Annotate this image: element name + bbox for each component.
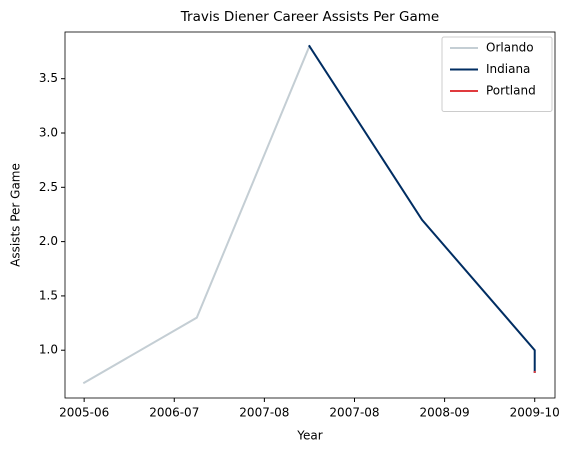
x-axis-label: Year [296,429,322,443]
x-tick-label: 2007-08 [329,406,379,420]
x-tick-label: 2008-09 [420,406,470,420]
x-tick-label: 2009-10 [510,406,560,420]
y-tick-label: 3.5 [39,71,58,85]
chart-title: Travis Diener Career Assists Per Game [180,9,439,25]
legend-box [441,36,553,112]
y-tick-label: 2.5 [39,180,58,194]
legend-label: Portland [486,84,536,98]
legend-label: Orlando [486,41,534,55]
line-series [82,44,311,385]
y-tick-label: 3.0 [39,126,58,140]
x-tick-label: 2006-07 [149,406,199,420]
y-tick-label: 1.5 [39,288,58,302]
y-axis-label: Assists Per Game [9,163,23,267]
y-tick-label: 1.0 [39,343,58,357]
y-tick-label: 2.0 [39,234,58,248]
x-tick-label: 2007-08 [239,406,289,420]
line-series [308,44,536,373]
legend-label: Indiana [486,62,530,76]
plot-frame [64,31,556,399]
x-tick-label: 2005-06 [59,406,109,420]
